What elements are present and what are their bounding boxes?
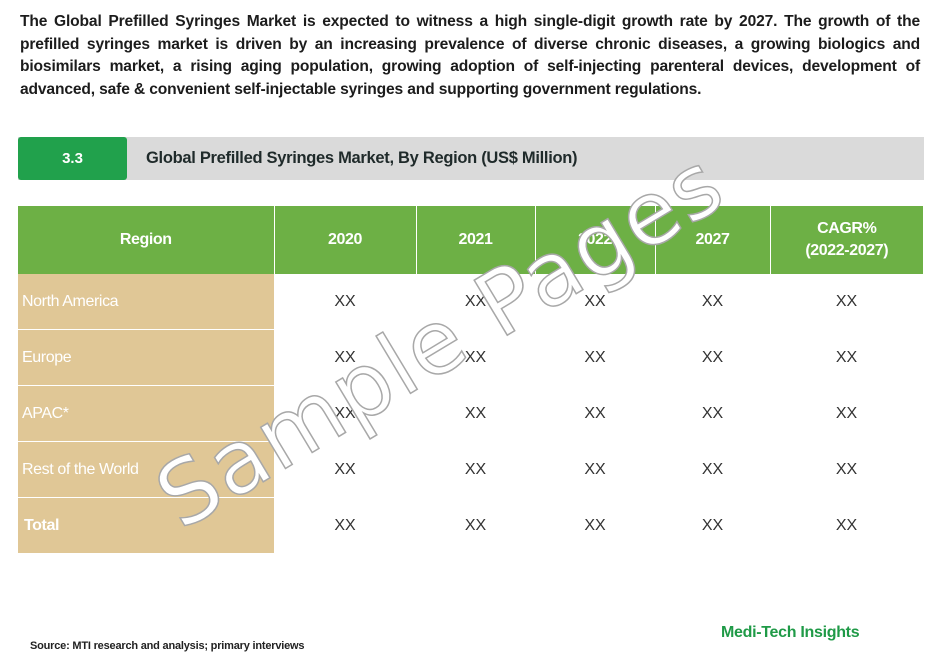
value-cell: XX (770, 329, 924, 386)
header-region: Region (18, 206, 275, 274)
header-2022: 2022 (535, 206, 656, 274)
header-cagr-label: CAGR% (817, 220, 877, 237)
value-cell: XX (655, 329, 771, 386)
region-cell: North America (18, 274, 275, 330)
value-cell: XX (416, 497, 536, 554)
region-market-table: Region 2020 2021 2022 2027 CAGR% (2022-2… (18, 206, 924, 554)
value-cell: XX (770, 274, 924, 330)
table-header-row: Region 2020 2021 2022 2027 CAGR% (2022-2… (18, 206, 923, 274)
value-cell: XX (770, 385, 924, 442)
value-cell: XX (655, 497, 771, 554)
value-cell: XX (416, 329, 536, 386)
header-2027: 2027 (655, 206, 771, 274)
value-cell: XX (416, 441, 536, 498)
header-cagr: CAGR% (2022-2027) (770, 206, 923, 274)
value-cell: XX (274, 274, 417, 330)
value-cell: XX (770, 441, 924, 498)
section-title: Global Prefilled Syringes Market, By Reg… (146, 149, 578, 167)
value-cell: XX (535, 274, 656, 330)
table-row: North America XX XX XX XX XX (18, 274, 924, 330)
value-cell: XX (655, 274, 771, 330)
region-cell: Europe (18, 329, 275, 386)
table-row: Rest of the World XX XX XX XX XX (18, 441, 924, 498)
value-cell: XX (535, 441, 656, 498)
source-note: Source: MTI research and analysis; prima… (30, 640, 305, 652)
value-cell: XX (416, 385, 536, 442)
value-cell: XX (274, 441, 417, 498)
header-cagr-period: (2022-2027) (805, 242, 889, 259)
region-cell-total: Total (18, 497, 275, 554)
table-row: Europe XX XX XX XX XX (18, 329, 924, 386)
value-cell: XX (274, 497, 417, 554)
brand-logo-text: Medi-Tech Insights (721, 624, 860, 641)
value-cell: XX (416, 274, 536, 330)
value-cell: XX (274, 329, 417, 386)
value-cell: XX (274, 385, 417, 442)
section-header: 3.3 Global Prefilled Syringes Market, By… (18, 137, 924, 180)
value-cell: XX (535, 385, 656, 442)
header-2021: 2021 (416, 206, 536, 274)
value-cell: XX (535, 329, 656, 386)
value-cell: XX (655, 441, 771, 498)
value-cell: XX (535, 497, 656, 554)
table-total-row: Total XX XX XX XX XX (18, 497, 924, 554)
value-cell: XX (770, 497, 924, 554)
table-row: APAC* XX XX XX XX XX (18, 385, 924, 442)
value-cell: XX (655, 385, 771, 442)
region-cell: APAC* (18, 385, 275, 442)
section-number: 3.3 (18, 137, 127, 180)
header-2020: 2020 (274, 206, 417, 274)
region-cell: Rest of the World (18, 441, 275, 498)
intro-paragraph: The Global Prefilled Syringes Market is … (20, 13, 920, 98)
